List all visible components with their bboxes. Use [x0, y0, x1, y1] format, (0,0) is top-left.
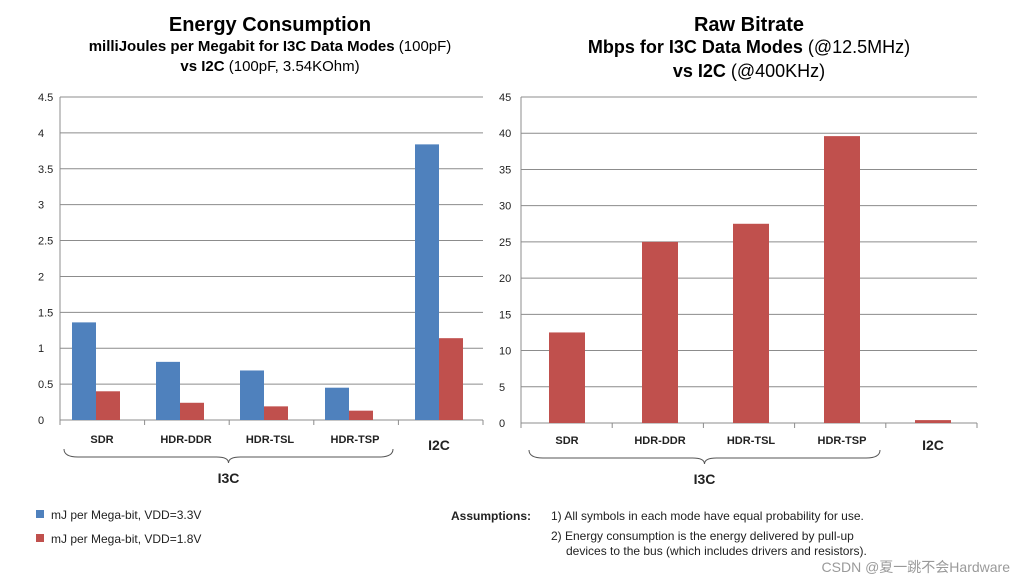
bitrate-y-tick-label: 35 — [499, 164, 511, 176]
energy-category-label-hdr-tsp: HDR-TSP — [331, 434, 380, 446]
bitrate-y-tick-label: 0 — [499, 418, 505, 430]
energy-group-brace — [63, 448, 394, 464]
chart1-subtitle-2-normal: (100pF, 3.54KOhm) — [225, 58, 360, 75]
chart1-subtitle-1-bold: milliJoules per Megabit for I3C Data Mod… — [89, 38, 395, 55]
bitrate-y-tick-label: 25 — [499, 237, 511, 249]
energy-chart-plot: 0 0.5 1 1.5 2 2.5 3 3.5 4 4.5 SDR HDR-DDR HDR-TSL HDR… — [38, 92, 484, 486]
energy-y-tick-label: 4.5 — [38, 92, 53, 104]
legend-swatch-vdd18 — [36, 534, 44, 542]
energy-bar-hdr-ddr-series1 — [156, 361, 180, 420]
chart2-subtitle-1-normal: (@12.5MHz) — [803, 37, 910, 57]
watermark: CSDN @夏一跳不会Hardware — [822, 559, 1011, 575]
energy-category-label-sdr: SDR — [90, 434, 113, 446]
energy-y-tick-label: 3 — [38, 200, 44, 212]
bitrate-category-label-hdr-tsp: HDR-TSP — [818, 435, 867, 447]
energy-group-label-i3c: I3C — [218, 470, 240, 486]
energy-bar-i2c-series2 — [439, 338, 463, 420]
energy-bar-hdr-ddr-series2 — [180, 402, 204, 420]
chart1-subtitle-2-bold: vs I2C — [180, 58, 224, 75]
chart2-subtitle-1: Mbps for I3C Data Modes (@12.5MHz) — [588, 37, 910, 57]
energy-y-tick-label: 2.5 — [38, 236, 53, 248]
chart1-title: Energy Consumption — [169, 14, 371, 36]
bitrate-bar-i2c-series1 — [915, 420, 951, 423]
bitrate-category-label-i2c: I2C — [922, 437, 944, 453]
bitrate-y-tick-label: 10 — [499, 346, 511, 358]
bitrate-y-tick-label: 15 — [499, 309, 511, 321]
assumption-1: 1) All symbols in each mode have equal p… — [551, 509, 864, 523]
chart2-subtitle-2: vs I2C (@400KHz) — [673, 61, 825, 81]
chart2-title: Raw Bitrate — [694, 14, 804, 36]
energy-category-label-hdr-ddr: HDR-DDR — [160, 434, 211, 446]
chart1-subtitle-2: vs I2C (100pF, 3.54KOhm) — [180, 58, 359, 75]
bitrate-category-label-sdr: SDR — [555, 435, 578, 447]
bitrate-y-tick-label: 5 — [499, 382, 505, 394]
assumptions-label: Assumptions: — [451, 509, 531, 523]
bitrate-y-tick-label: 20 — [499, 273, 511, 285]
bitrate-y-tick-label: 40 — [499, 128, 511, 140]
bitrate-bar-hdr-tsp-series1 — [824, 136, 860, 423]
energy-bar-hdr-tsp-series2 — [349, 410, 373, 420]
bitrate-y-tick-label: 30 — [499, 201, 511, 213]
bitrate-category-label-hdr-tsl: HDR-TSL — [727, 435, 776, 447]
chart2-subtitle-1-bold: Mbps for I3C Data Modes — [588, 37, 803, 57]
chart1-subtitle-1: milliJoules per Megabit for I3C Data Mod… — [89, 38, 452, 55]
bitrate-category-label-hdr-ddr: HDR-DDR — [634, 435, 685, 447]
energy-bar-hdr-tsp-series1 — [325, 387, 349, 420]
bitrate-group-label-i3c: I3C — [694, 471, 716, 487]
energy-bar-sdr-series1 — [72, 322, 96, 420]
energy-category-label-hdr-tsl: HDR-TSL — [246, 434, 295, 446]
energy-y-tick-label: 3.5 — [38, 164, 53, 176]
energy-category-label-i2c: I2C — [428, 437, 450, 453]
energy-y-tick-label: 2 — [38, 271, 44, 283]
energy-y-tick-label: 4 — [38, 128, 44, 140]
energy-y-tick-label: 1.5 — [38, 307, 53, 319]
bitrate-y-tick-label: 45 — [499, 92, 511, 104]
chart2-subtitle-2-bold: vs I2C — [673, 61, 726, 81]
energy-y-tick-label: 1 — [38, 343, 44, 355]
bitrate-bar-sdr-series1 — [549, 332, 585, 423]
chart1-subtitle-1-normal: (100pF) — [395, 38, 452, 55]
energy-bar-sdr-series2 — [96, 391, 120, 420]
assumptions-note: Assumptions: 1) All symbols in each mode… — [451, 509, 867, 558]
assumption-2-line2: devices to the bus (which includes drive… — [566, 544, 867, 558]
chart2-subtitle-2-normal: (@400KHz) — [726, 61, 825, 81]
energy-y-tick-label: 0.5 — [38, 379, 53, 391]
energy-bar-hdr-tsl-series2 — [264, 406, 288, 420]
legend: mJ per Mega-bit, VDD=3.3V mJ per Mega-bi… — [36, 508, 201, 546]
energy-bar-i2c-series1 — [415, 144, 439, 420]
legend-label-vdd18: mJ per Mega-bit, VDD=1.8V — [51, 532, 201, 546]
legend-label-vdd33: mJ per Mega-bit, VDD=3.3V — [51, 508, 201, 522]
energy-y-tick-label: 0 — [38, 415, 44, 427]
bitrate-bar-hdr-ddr-series1 — [642, 241, 678, 423]
bitrate-chart-plot: 0 5 10 15 20 25 30 35 40 45 SDR HDR-DDR HDR-TSL HDR-T… — [499, 92, 978, 487]
assumption-2-line1: 2) Energy consumption is the energy deli… — [551, 529, 854, 543]
legend-swatch-vdd33 — [36, 510, 44, 518]
energy-bar-hdr-tsl-series1 — [240, 370, 264, 420]
bitrate-bar-hdr-tsl-series1 — [733, 223, 769, 423]
bitrate-group-brace — [528, 449, 881, 465]
